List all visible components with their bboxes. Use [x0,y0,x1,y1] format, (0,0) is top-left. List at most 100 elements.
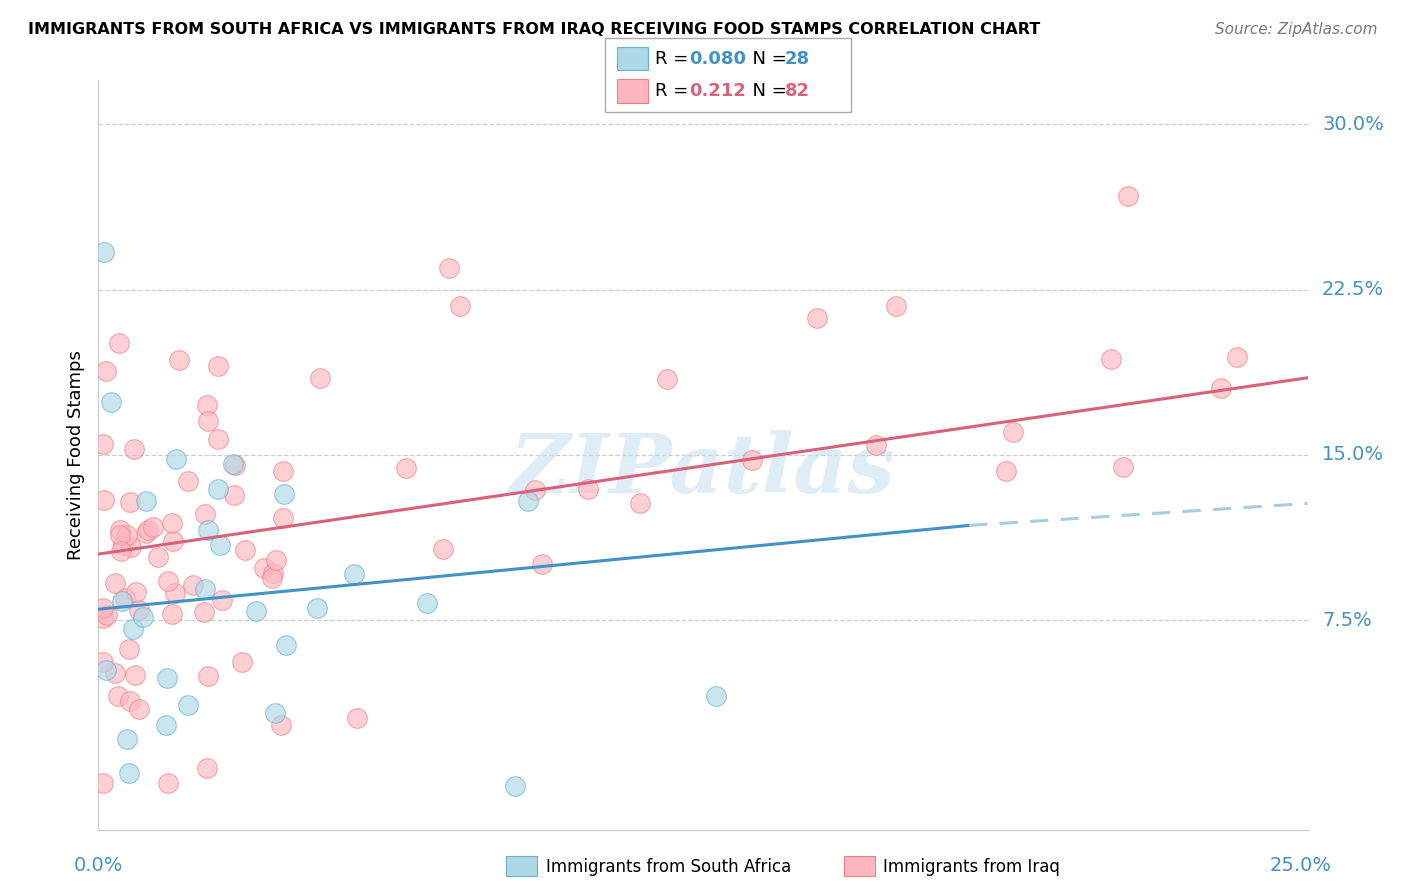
Point [1211,381,1233,395]
Point [1112,459,1135,474]
Point [118,766,141,780]
Point [245,604,267,618]
Point [128,603,150,617]
Point [128,702,150,716]
Point [162,533,184,548]
Point [195,761,218,775]
Point [100,394,122,409]
Point [516,493,538,508]
Point [531,558,554,572]
Point [576,482,599,496]
Point [96,663,118,677]
Text: 0.080: 0.080 [689,50,747,68]
Point [233,542,256,557]
Text: IMMIGRANTS FROM SOUTH AFRICA VS IMMIGRANTS FROM IRAQ RECEIVING FOOD STAMPS CORRE: IMMIGRANTS FROM SOUTH AFRICA VS IMMIGRAN… [28,22,1040,37]
Point [177,698,200,713]
Point [107,690,129,704]
Point [118,495,141,509]
Point [181,578,204,592]
Point [222,457,245,471]
Point [741,453,763,467]
Point [995,464,1018,478]
Text: ZIPatlas: ZIPatlas [510,430,896,510]
Point [346,711,368,725]
Text: N =: N = [741,82,793,100]
Point [110,523,132,537]
Point [253,560,276,574]
Point [124,668,146,682]
Text: R =: R = [655,82,700,100]
Point [163,586,186,600]
Point [865,438,887,452]
Point [157,574,180,588]
Point [524,483,547,497]
Point [271,464,294,478]
Point [91,611,114,625]
Text: 0.212: 0.212 [689,82,745,100]
Point [118,642,141,657]
Point [657,372,679,386]
Point [207,432,229,446]
Point [197,669,219,683]
Point [156,776,179,790]
Point [437,261,460,276]
Point [432,542,454,557]
Point [176,474,198,488]
Point [886,300,908,314]
Point [169,353,191,368]
Point [91,776,114,790]
Point [309,371,332,385]
Point [260,572,283,586]
Point [307,601,329,615]
Text: 30.0%: 30.0% [1322,115,1384,134]
Point [118,694,141,708]
Point [93,492,115,507]
Point [1226,350,1249,364]
Point [115,528,138,542]
Point [122,442,145,456]
Point [1002,425,1025,439]
Point [142,519,165,533]
Text: Immigrants from Iraq: Immigrants from Iraq [883,858,1060,876]
Point [806,310,828,325]
Point [104,665,127,680]
Point [125,585,148,599]
Point [273,486,295,500]
Y-axis label: Receiving Food Stamps: Receiving Food Stamps [66,350,84,560]
Point [165,452,187,467]
Point [211,593,233,607]
Text: Source: ZipAtlas.com: Source: ZipAtlas.com [1215,22,1378,37]
Point [135,526,157,541]
Point [197,523,219,537]
Point [1116,189,1139,203]
Point [121,622,143,636]
Point [343,567,366,582]
Point [224,458,246,472]
Point [395,460,418,475]
Point [132,610,155,624]
Point [135,493,157,508]
Point [108,528,131,542]
Text: 82: 82 [785,82,810,100]
Point [115,731,138,746]
Point [104,575,127,590]
Text: 0.0%: 0.0% [75,856,124,875]
Point [96,607,118,622]
Point [94,364,117,378]
Point [110,544,132,558]
Text: N =: N = [741,50,793,68]
Text: R =: R = [655,50,695,68]
Point [449,299,471,313]
Point [231,655,253,669]
Text: 28: 28 [785,50,810,68]
Point [111,538,134,552]
Point [503,779,526,793]
Point [136,523,159,537]
Point [107,335,129,350]
Point [146,550,169,565]
Text: 7.5%: 7.5% [1322,611,1372,630]
Point [197,414,219,428]
Point [628,495,651,509]
Point [114,591,136,606]
Point [264,553,287,567]
